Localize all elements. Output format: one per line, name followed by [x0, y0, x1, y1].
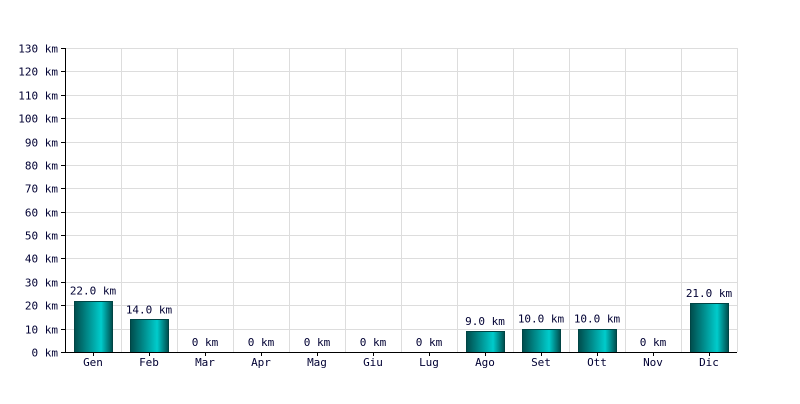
bars — [74, 301, 729, 353]
bar-dic — [690, 303, 729, 353]
x-tick-label: Ago — [475, 356, 495, 369]
bar-feb — [130, 319, 169, 353]
y-tick-label: 60 km — [25, 207, 58, 220]
x-tick-label: Giu — [363, 356, 383, 369]
bar-value-label: 9.0 km — [465, 315, 505, 328]
x-tick-label: Apr — [251, 356, 271, 369]
y-tick-label: 120 km — [18, 66, 58, 79]
y-tick-label: 70 km — [25, 183, 58, 196]
labels: 0 km 10 km 20 km 30 km 40 km 50 km 60 km 70 km 8… — [18, 43, 732, 370]
x-tick-label: Dic — [699, 356, 719, 369]
x-tick-label: Nov — [643, 356, 663, 369]
bar-value-label: 14.0 km — [126, 303, 173, 316]
x-tick-label: Mar — [195, 356, 215, 369]
y-tick-label: 40 km — [25, 253, 58, 266]
x-tick-label: Lug — [419, 356, 439, 369]
y-tick-label: 0 km — [32, 347, 59, 360]
bar-value-label: 0 km — [248, 336, 275, 349]
y-tick-label: 80 km — [25, 160, 58, 173]
x-tick-label: Mag — [307, 356, 327, 369]
bar-value-label: 21.0 km — [686, 287, 733, 300]
bar-gen — [74, 301, 113, 353]
bar-ott — [578, 329, 617, 353]
grid — [65, 48, 738, 353]
x-tick-label: Feb — [139, 356, 159, 369]
y-tick-label: 10 km — [25, 324, 58, 337]
bar-value-label: 10.0 km — [574, 313, 621, 326]
bar-set — [522, 329, 561, 353]
y-tick-label: 130 km — [18, 43, 58, 56]
axes — [61, 48, 737, 356]
bar-value-label: 0 km — [360, 336, 387, 349]
bar-value-label: 0 km — [192, 336, 219, 349]
y-tick-label: 110 km — [18, 90, 58, 103]
y-tick-label: 50 km — [25, 230, 58, 243]
x-tick-label: Gen — [83, 356, 103, 369]
bar-ago — [466, 331, 505, 353]
y-tick-label: 90 km — [25, 137, 58, 150]
x-tick-label: Set — [531, 356, 551, 369]
y-tick-label: 100 km — [18, 113, 58, 126]
bar-value-label: 10.0 km — [518, 313, 565, 326]
bar-value-label: 0 km — [304, 336, 331, 349]
bar-value-label: 0 km — [416, 336, 443, 349]
y-tick-label: 20 km — [25, 300, 58, 313]
y-tick-label: 30 km — [25, 277, 58, 290]
bar-value-label: 0 km — [640, 336, 667, 349]
x-tick-label: Ott — [587, 356, 607, 369]
bar-value-label: 22.0 km — [70, 285, 117, 298]
